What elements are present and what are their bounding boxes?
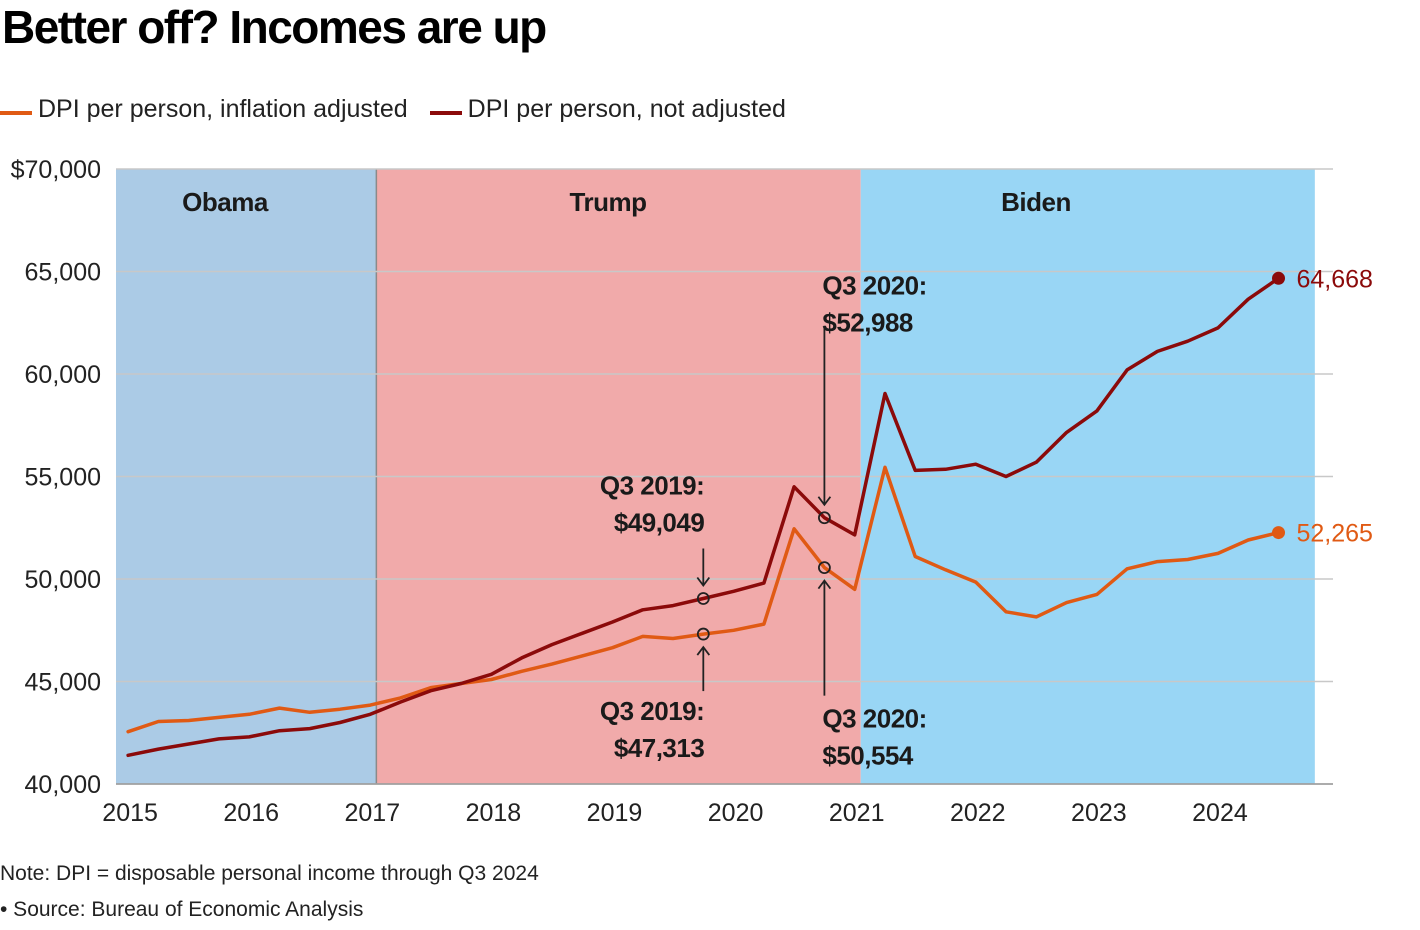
- annotation-label: Q3 2020:: [822, 271, 926, 301]
- end-label-not-adjusted: 64,668: [1297, 265, 1373, 293]
- legend-item-inflation-adjusted: DPI per person, inflation adjusted: [0, 95, 408, 124]
- era-label-trump: Trump: [570, 187, 647, 217]
- x-tick-label: 2020: [708, 799, 764, 827]
- annotation-value: $52,988: [822, 308, 913, 338]
- era-label-biden: Biden: [1001, 187, 1071, 217]
- legend-swatch-inflation-adjusted: [0, 111, 32, 115]
- annotation-marker: [696, 627, 710, 641]
- line-chart: Obama Trump Biden 40,000 45,000 50,000 55,000 6…: [11, 156, 1373, 827]
- y-tick-label: 55,000: [25, 464, 101, 492]
- series-line-inflation-adjusted: [126, 465, 1281, 734]
- x-tick-label: 2017: [344, 799, 400, 827]
- x-tick-label: 2019: [587, 799, 643, 827]
- y-tick-label: 45,000: [25, 669, 101, 697]
- x-tick-label: 2015: [102, 799, 158, 827]
- annotation-marker: [696, 592, 710, 605]
- annotation-label: Q3 2019:: [600, 470, 704, 500]
- legend-label-inflation-adjusted: DPI per person, inflation adjusted: [38, 94, 408, 123]
- y-tick-label: $70,000: [11, 156, 101, 184]
- annotation-label: Q3 2020:: [822, 704, 926, 734]
- annotation-marker: [818, 561, 831, 575]
- annotation-arrow-head: [817, 496, 832, 507]
- x-tick-label: 2021: [829, 799, 885, 827]
- annotation-arrow-head: [696, 645, 711, 656]
- annotation-value: $50,554: [822, 741, 914, 771]
- legend-label-not-adjusted: DPI per person, not adjusted: [467, 94, 786, 123]
- y-tick-label: 40,000: [25, 771, 101, 799]
- x-tick-label: 2022: [950, 799, 1006, 827]
- chart-note: Note: DPI = disposable personal income t…: [0, 862, 539, 885]
- annotation-arrow-head: [817, 579, 832, 590]
- x-tick-label: 2016: [223, 799, 279, 827]
- era-label-obama: Obama: [182, 187, 269, 217]
- annotation-arrow-head: [696, 576, 711, 587]
- y-tick-label: 50,000: [25, 566, 101, 594]
- chart-title: Better off? Incomes are up: [2, 1, 547, 53]
- chart-source: • Source: Bureau of Economic Analysis: [0, 898, 364, 921]
- legend-item-not-adjusted: DPI per person, not adjusted: [429, 94, 786, 124]
- end-point-not-adjusted: [1272, 271, 1286, 285]
- y-tick-label: 60,000: [25, 361, 101, 389]
- legend-swatch-not-adjusted: [429, 111, 462, 115]
- series-line-not-adjusted: [126, 276, 1281, 758]
- annotation-value: $49,049: [614, 507, 705, 537]
- annotation-marker: [818, 511, 831, 525]
- x-tick-label: 2024: [1192, 799, 1248, 827]
- x-tick-label: 2023: [1071, 799, 1127, 827]
- end-label-inflation-adjusted: 52,265: [1297, 520, 1373, 548]
- x-tick-label: 2018: [466, 799, 522, 827]
- y-tick-label: 65,000: [25, 259, 101, 287]
- end-point-inflation-adjusted: [1272, 526, 1286, 540]
- annotation-value: $47,313: [614, 733, 705, 763]
- annotation-label: Q3 2019:: [600, 696, 704, 726]
- legend: DPI per person, inflation adjusted DPI p…: [0, 92, 808, 126]
